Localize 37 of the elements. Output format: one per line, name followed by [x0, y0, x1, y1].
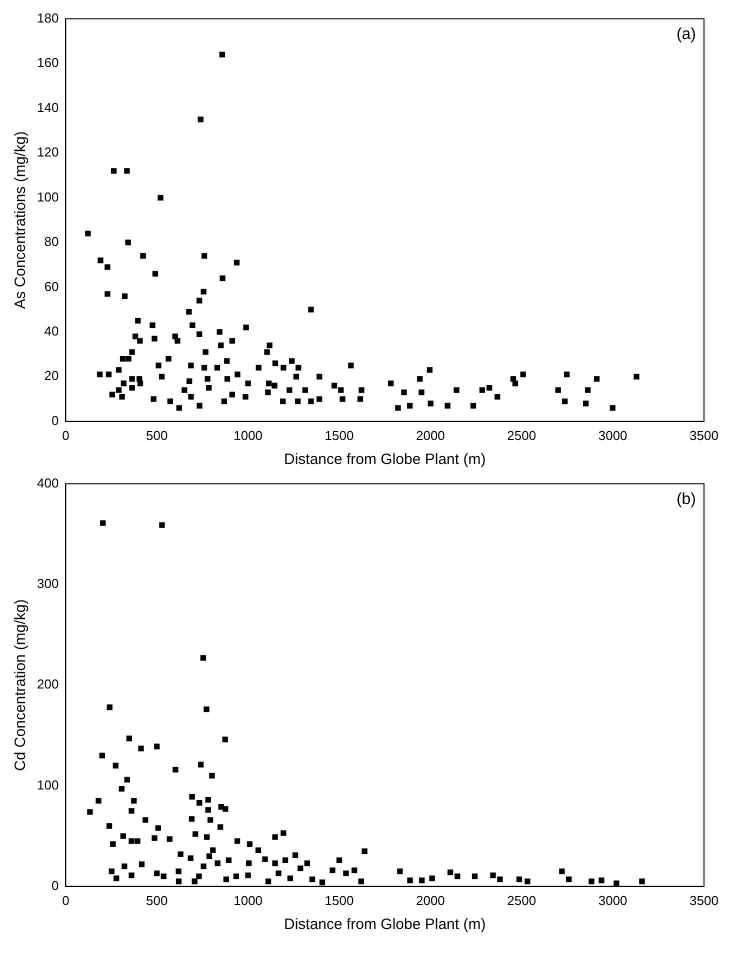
- y-tick-label: 160: [36, 55, 59, 70]
- y-tick-label: 20: [44, 368, 59, 384]
- x-tick-label: 3500: [690, 428, 718, 443]
- x-axis-title: Distance from Globe Plant (m): [284, 916, 486, 934]
- y-tick-label: 60: [44, 278, 59, 294]
- y-tick-label: 100: [36, 777, 59, 792]
- x-tick-label: 500: [146, 428, 168, 443]
- x-tick-label: 1000: [234, 428, 263, 443]
- x-tick-label: 2500: [507, 892, 536, 908]
- y-tick-label: 120: [36, 144, 59, 160]
- y-tick-label: 200: [36, 676, 59, 692]
- x-tick-label: 2000: [416, 892, 445, 908]
- x-tick-label: 3000: [598, 428, 628, 443]
- y-tick-label: 180: [36, 10, 59, 26]
- x-tick-label: 3000: [598, 892, 628, 908]
- annotation: (a): [676, 26, 696, 44]
- x-tick-label: 3500: [690, 892, 718, 908]
- x-tick-label: 500: [146, 892, 168, 908]
- y-axis-title: As Concentrations (mg/kg): [12, 131, 30, 309]
- y-axis-title: Cd Concentration (mg/kg): [12, 599, 30, 771]
- x-tick-label: 1500: [324, 428, 354, 443]
- y-tick-label: 140: [36, 100, 59, 115]
- x-tick-label: 1500: [324, 892, 354, 908]
- x-tick-label: 1000: [234, 892, 263, 908]
- y-tick-label: 0: [51, 412, 59, 428]
- y-tick-label: 300: [36, 576, 59, 592]
- x-tick-label: 0: [62, 428, 70, 443]
- x-axis-title: Distance from Globe Plant (m): [284, 451, 486, 468]
- annotation: (b): [676, 491, 696, 508]
- y-tick-label: 40: [44, 324, 59, 339]
- x-tick-label: 2000: [416, 428, 445, 443]
- x-tick-label: 2500: [507, 428, 536, 443]
- x-tick-label: 0: [62, 892, 70, 908]
- y-tick-label: 0: [51, 878, 59, 893]
- y-tick-label: 400: [36, 475, 59, 490]
- y-tick-label: 80: [44, 234, 59, 250]
- y-tick-label: 100: [36, 189, 59, 204]
